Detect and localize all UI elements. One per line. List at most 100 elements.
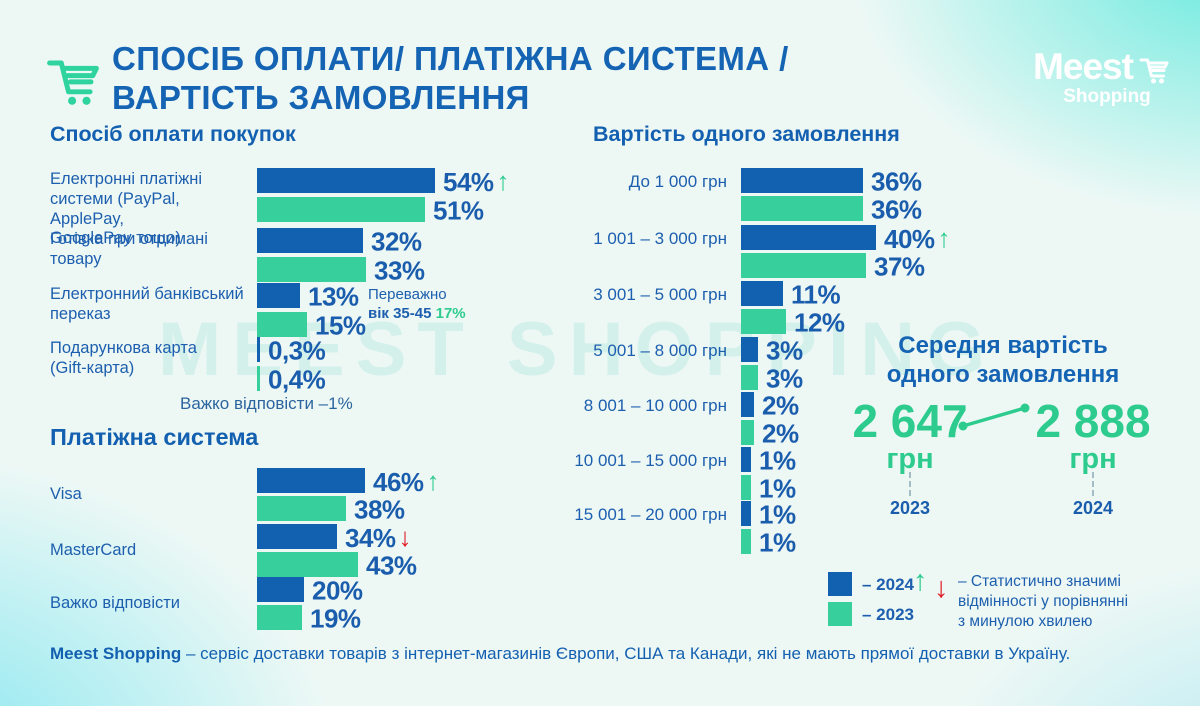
trend-up-icon: ↑: [937, 222, 951, 253]
bar-2024: [257, 337, 260, 362]
bar-2023: [741, 420, 754, 445]
legend-significance-line3: з минулою хвилею: [958, 612, 1093, 630]
bar-value-2024: 11%: [791, 279, 841, 309]
bar-2024: [741, 168, 863, 193]
year-label-2024: 2024: [1072, 498, 1114, 518]
legend-swatch-2024: [828, 572, 852, 596]
average-2024-amount: 2 888: [1035, 395, 1151, 447]
age-annotation-range: вік 35-45: [368, 304, 432, 322]
age-annotation-value: 17%: [435, 304, 466, 322]
bar-value-2023: 12%: [794, 307, 845, 337]
bar-2024: [257, 228, 363, 253]
logo-name: Meest: [1033, 46, 1134, 87]
age-annotation-line1: Переважно: [368, 286, 447, 303]
bar-value-2024: 40% ↑: [884, 222, 951, 254]
logo-cart-icon: [1139, 58, 1169, 84]
bar-value-2024: 34% ↓: [345, 521, 412, 553]
bar-2024: [741, 447, 751, 472]
dashed-line-2023: [909, 472, 911, 496]
bar-2024: [741, 337, 758, 362]
legend-swatch-2023: [828, 602, 852, 626]
age-annotation: Переважно вік 35-45 17%: [368, 286, 466, 324]
average-2023-unit: грн: [886, 443, 934, 475]
section-title-payment-method: Спосіб оплати покупок: [50, 122, 296, 146]
legend-significance-line2: відмінності у порівнянні: [958, 592, 1129, 610]
category-label: Visa: [50, 485, 82, 503]
bar-value-2024: 1%: [759, 445, 796, 475]
bar-value-2023: 2%: [762, 418, 799, 448]
legend-significance-line1: – Статистично значимі: [958, 573, 1121, 590]
bar-value-2024: 0,3%: [268, 335, 326, 365]
category-label: 1 001 – 3 000 грн: [593, 229, 727, 248]
legend-label-2024: – 2024: [862, 575, 914, 594]
category-label: 15 001 – 20 000 грн: [574, 505, 727, 524]
category-label: До 1 000 грн: [628, 172, 727, 191]
category-label: MasterCard: [50, 541, 137, 559]
bar-2023: [741, 365, 758, 390]
bar-2023: [741, 253, 866, 278]
bar-2023: [741, 475, 751, 500]
average-title-line1: Середня вартість: [898, 332, 1108, 359]
average-2023-amount: 2 647: [852, 395, 968, 447]
bar-2024: [257, 577, 304, 602]
meest-logo: Meest Shopping: [1022, 48, 1182, 108]
category-label: 8 001 – 10 000 грн: [583, 396, 727, 415]
bar-value-2023: 38%: [354, 494, 405, 524]
footer-text: – сервіс доставки товарів з інтернет-маг…: [181, 644, 1071, 663]
legend-significance-note: – Статистично значимі відмінності у порі…: [958, 572, 1128, 631]
bar-2023: [741, 529, 751, 554]
dashed-line-2024: [1092, 472, 1094, 496]
bar-2023: [257, 496, 346, 521]
average-title: Середня вартість одного замовлення: [830, 332, 1176, 390]
bar-value-2024: 20%: [312, 575, 363, 605]
cart-icon: [47, 60, 99, 105]
bar-value-2024: 13%: [308, 281, 359, 311]
bar-2024: [257, 168, 435, 193]
bar-2023: [257, 197, 425, 222]
bar-value-2023: 36%: [871, 194, 922, 224]
category-label: Готівка при отримані товару: [50, 230, 208, 268]
footer-note: Meest Shopping – сервіс доставки товарів…: [50, 644, 1170, 664]
bar-value-2023: 51%: [433, 195, 484, 225]
bar-2023: [257, 312, 307, 337]
bar-value-2024: 2%: [762, 390, 799, 420]
bar-value-2023: 0,4%: [268, 364, 326, 394]
page-title-line1: СПОСІБ ОПЛАТИ/ ПЛАТІЖНА СИСТЕМА /: [112, 40, 789, 77]
average-2023-group: 2 647 грн: [835, 398, 985, 476]
category-label: 3 001 – 5 000 грн: [593, 285, 727, 304]
bar-value-2023: 37%: [874, 251, 925, 281]
bar-2023: [741, 196, 863, 221]
category-label: Важко відповісти: [50, 594, 181, 612]
legend-up-arrow-icon: ↑: [913, 565, 928, 597]
section-title-payment-system: Платіжна система: [50, 424, 259, 450]
category-label: 10 001 – 15 000 грн: [574, 451, 727, 470]
section-title-order-value: Вартість одного замовлення: [593, 122, 900, 146]
bar-value-2023: 43%: [366, 550, 417, 580]
logo-subtitle: Shopping: [1063, 86, 1151, 107]
trend-up-icon: ↑: [426, 465, 440, 496]
year-label-2023: 2023: [889, 498, 931, 518]
bar-2024: [257, 283, 300, 308]
legend-down-arrow-icon: ↓: [934, 572, 949, 604]
hard-to-answer-footnote: Важко відповісти –1%: [180, 394, 353, 413]
bar-2023: [257, 257, 366, 282]
category-label: Електронні платіжні системи (PayPal, Appl…: [50, 170, 203, 248]
growth-connector-icon: [958, 403, 1030, 431]
bar-value-2024: 46% ↑: [373, 465, 440, 497]
page-title: СПОСІБ ОПЛАТИ/ ПЛАТІЖНА СИСТЕМА / ВАРТІС…: [112, 40, 789, 117]
bar-2024: [257, 524, 337, 549]
average-2024-unit: грн: [1069, 443, 1117, 475]
bar-value-2023: 1%: [759, 527, 796, 557]
average-title-line2: одного замовлення: [886, 360, 1120, 388]
average-2024-group: 2 888 грн: [1018, 398, 1168, 476]
bar-value-2023: 1%: [759, 473, 796, 503]
bar-value-2024: 3%: [766, 335, 803, 365]
bar-2023: [257, 605, 302, 630]
category-label: 5 001 – 8 000 грн: [593, 341, 727, 360]
bar-value-2024: 32%: [371, 226, 422, 256]
footer-brand: Meest Shopping: [50, 644, 182, 663]
